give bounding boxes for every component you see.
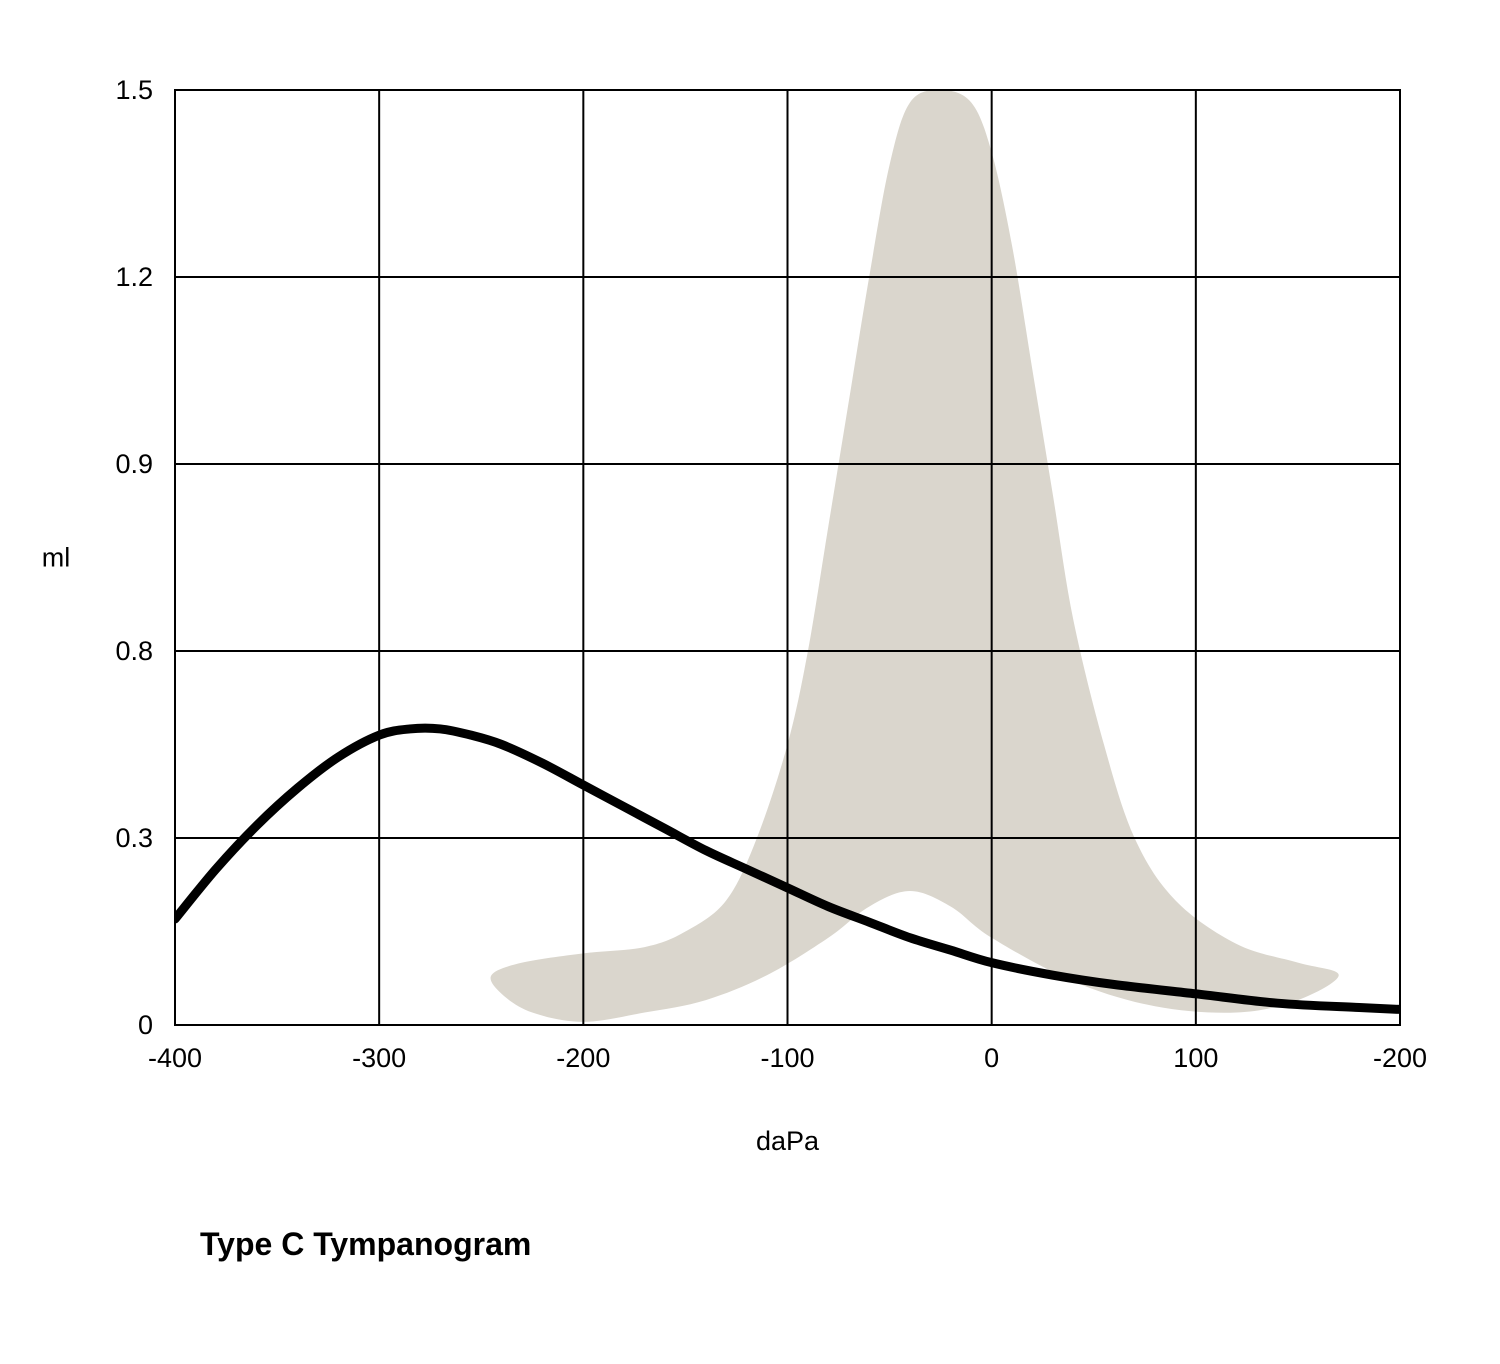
- y-tick-label: 1.5: [115, 75, 153, 105]
- x-tick-label: 100: [1173, 1043, 1218, 1073]
- x-tick-label: -300: [352, 1043, 406, 1073]
- y-tick-label: 0.9: [115, 449, 153, 479]
- x-axis-label: daPa: [756, 1126, 820, 1156]
- x-tick-label: -400: [148, 1043, 202, 1073]
- y-tick-label: 0: [138, 1010, 153, 1040]
- y-tick-label: 1.2: [115, 262, 153, 292]
- y-tick-label: 0.3: [115, 823, 153, 853]
- x-tick-label: -100: [760, 1043, 814, 1073]
- y-tick-label: 0.8: [115, 636, 153, 666]
- x-tick-label: -200: [556, 1043, 610, 1073]
- x-tick-label: -200: [1373, 1043, 1427, 1073]
- x-tick-label: 0: [984, 1043, 999, 1073]
- chart-container: -400 -300 -200 -100 0 100 -200 0 0.3 0.8 0.9 1.2 1.5…: [0, 0, 1500, 1364]
- y-axis-label: ml: [42, 543, 71, 573]
- chart-caption: Type C Tympanogram: [200, 1226, 531, 1262]
- tympanogram-chart: -400 -300 -200 -100 0 100 -200 0 0.3 0.8 0.9 1.2 1.5…: [0, 0, 1500, 1364]
